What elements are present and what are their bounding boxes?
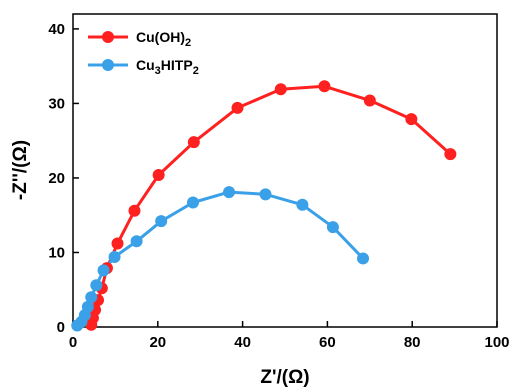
legend-item-cu3hitp2: Cu3HITP2 <box>88 57 199 77</box>
x-tick-label-4: 80 <box>404 334 421 351</box>
data-point-0-9 <box>187 136 200 149</box>
data-point-1-9 <box>155 215 168 228</box>
x-tick-label-1: 20 <box>149 334 166 351</box>
y-tick-label-1: 10 <box>48 244 65 261</box>
x-tick-label-5: 100 <box>484 334 509 351</box>
legend: Cu(OH)2 Cu3HITP2 <box>88 29 199 77</box>
y-tick-label-4: 40 <box>48 21 65 38</box>
legend-marker-cu3hitp2 <box>102 59 114 71</box>
axis-ticks: 0 20 40 60 80 100 0 10 20 30 40 <box>48 21 509 351</box>
series-line-0 <box>89 84 452 326</box>
data-point-0-6 <box>111 237 124 250</box>
data-point-0-7 <box>128 204 141 217</box>
plot-frame <box>72 13 498 328</box>
data-point-0-15 <box>444 148 457 161</box>
data-point-0-11 <box>274 83 287 96</box>
data-point-1-10 <box>186 196 199 209</box>
data-point-0-12 <box>318 80 331 93</box>
legend-marker-cuoh2 <box>102 31 114 43</box>
data-point-0-8 <box>152 168 165 181</box>
x-tick-label-0: 0 <box>69 334 77 351</box>
y-axis-title: -Z''/(Ω) <box>10 140 31 200</box>
data-point-1-12 <box>259 188 272 201</box>
data-point-1-11 <box>223 186 236 199</box>
data-point-1-14 <box>326 221 339 234</box>
data-point-1-6 <box>97 264 110 277</box>
data-point-0-13 <box>363 94 376 107</box>
x-tick-label-2: 40 <box>234 334 251 351</box>
y-tick-label-3: 30 <box>48 95 65 112</box>
data-point-1-7 <box>108 250 121 263</box>
data-point-1-4 <box>85 291 98 304</box>
x-axis-title: Z'/(Ω) <box>260 367 309 388</box>
legend-label-cuoh2: Cu(OH)2 <box>136 29 191 49</box>
data-point-0-10 <box>231 101 244 114</box>
legend-item-cuoh2: Cu(OH)2 <box>88 29 191 49</box>
data-point-1-3 <box>81 300 94 313</box>
data-point-1-5 <box>90 279 103 292</box>
data-point-1-13 <box>296 198 309 211</box>
x-tick-label-3: 60 <box>319 334 336 351</box>
legend-label-cu3hitp2: Cu3HITP2 <box>136 57 199 77</box>
series-markers <box>71 80 457 332</box>
data-point-1-8 <box>130 235 143 248</box>
y-tick-label-0: 0 <box>57 319 65 336</box>
data-point-0-14 <box>405 113 418 126</box>
y-tick-label-2: 20 <box>48 170 65 187</box>
data-point-1-15 <box>357 252 370 265</box>
